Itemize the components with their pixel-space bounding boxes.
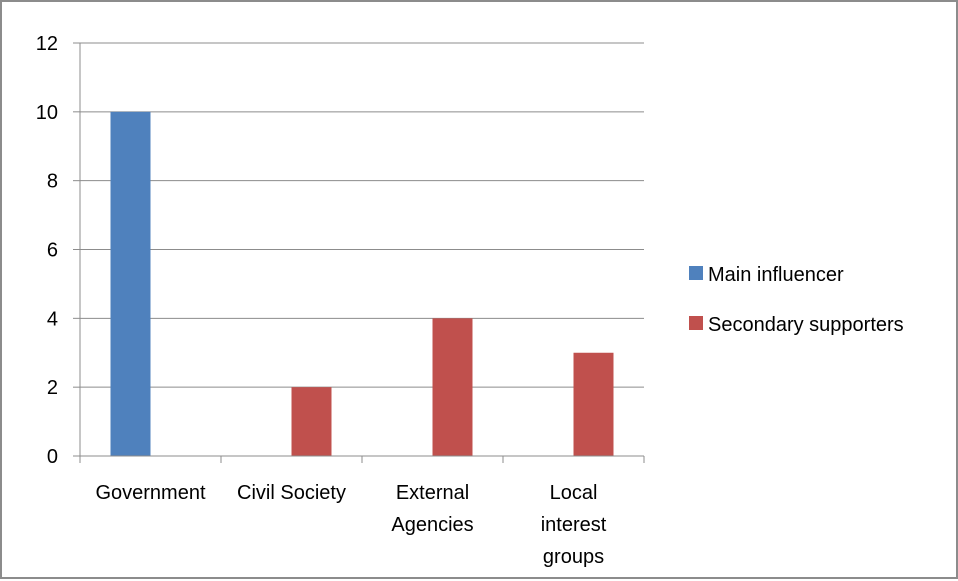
bar-secondary-supporters	[573, 352, 614, 456]
y-tick-label: 12	[36, 33, 58, 55]
y-tick-label: 10	[36, 102, 58, 124]
legend-label: Main influencer	[708, 264, 844, 286]
y-tick-label: 2	[47, 377, 58, 399]
y-tick-label: 6	[47, 240, 58, 262]
y-tick-label: 8	[47, 171, 58, 193]
x-category-label-line: groups	[543, 546, 604, 568]
x-category-label-line: External	[396, 482, 469, 504]
gridlines	[80, 42, 644, 388]
bar-main-influencer	[110, 111, 151, 456]
x-category-label: Local interest groups	[541, 482, 607, 568]
axes	[73, 42, 645, 463]
bar-secondary-supporters	[432, 318, 473, 456]
x-category-label: Government	[95, 482, 205, 504]
legend-swatch	[689, 266, 703, 280]
legend: Main influencer Secondary supporters	[689, 264, 904, 336]
x-category-label-line: Agencies	[391, 514, 473, 536]
legend-swatch	[689, 316, 703, 330]
axis-labels: 0 2 4 6 8 10 12 Government Civil Society External…	[36, 33, 607, 568]
bar-secondary-supporters	[291, 387, 332, 456]
x-category-label-line: Civil Society	[237, 482, 346, 504]
x-category-label: Civil Society	[237, 482, 346, 504]
x-category-label-line: Government	[95, 482, 205, 504]
legend-label: Secondary supporters	[708, 314, 904, 336]
x-category-label-line: Local	[550, 482, 598, 504]
y-tick-label: 4	[47, 308, 58, 330]
y-tick-label: 0	[47, 446, 58, 468]
x-category-label-line: interest	[541, 514, 607, 536]
x-category-label: External Agencies	[391, 482, 473, 536]
bars	[110, 111, 614, 456]
